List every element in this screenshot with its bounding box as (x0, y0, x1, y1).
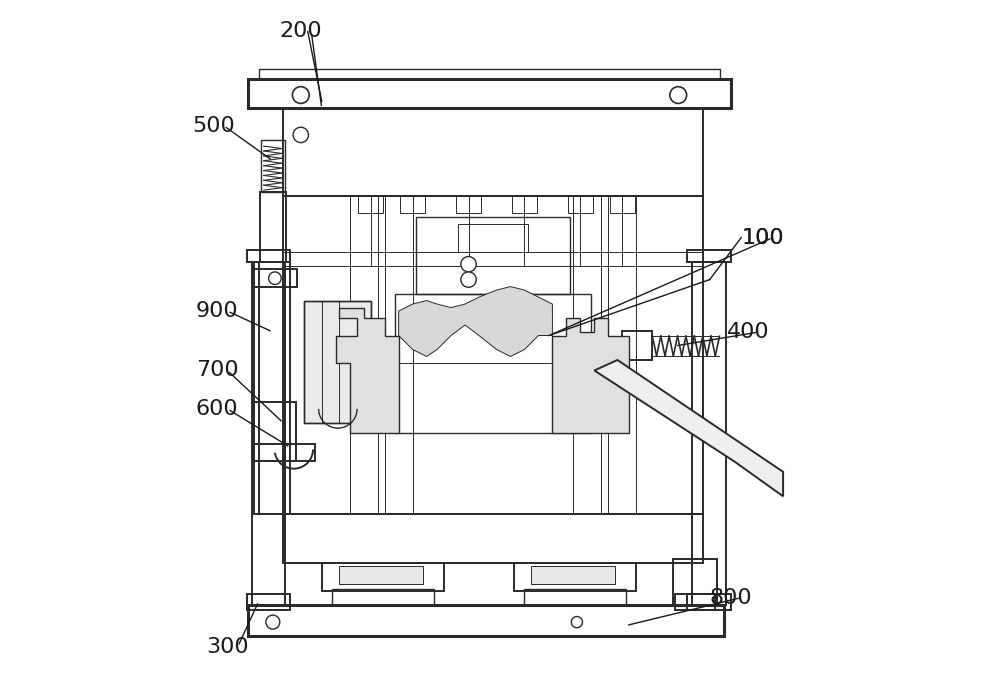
Bar (261, 140, 285, 192)
Bar (687, 250, 731, 262)
Bar (568, 196, 593, 213)
Bar (247, 594, 290, 610)
Bar (252, 262, 285, 605)
Circle shape (269, 272, 281, 284)
Bar (304, 301, 371, 423)
Bar (322, 563, 444, 591)
Bar (259, 69, 720, 79)
Bar (252, 444, 315, 461)
Circle shape (293, 127, 308, 143)
Polygon shape (594, 360, 783, 496)
Circle shape (461, 257, 476, 272)
Bar (350, 196, 378, 514)
Text: 500: 500 (192, 116, 235, 136)
Bar (673, 559, 717, 605)
Polygon shape (552, 318, 629, 433)
Text: 300: 300 (206, 637, 249, 656)
Bar (248, 79, 731, 108)
Bar (283, 108, 703, 196)
Bar (260, 192, 286, 262)
Bar (573, 196, 601, 514)
Bar (395, 294, 591, 433)
Bar (283, 514, 703, 563)
Text: 600: 600 (196, 399, 239, 419)
Circle shape (292, 87, 309, 103)
Bar (252, 269, 297, 287)
Bar (254, 262, 290, 514)
Text: 100: 100 (741, 228, 784, 247)
Bar (254, 402, 296, 461)
Text: 900: 900 (196, 301, 239, 321)
Text: 200: 200 (280, 22, 322, 41)
Bar (687, 594, 731, 610)
Bar (259, 262, 285, 514)
Bar (385, 196, 413, 514)
Bar (456, 196, 481, 213)
Bar (610, 196, 635, 213)
Polygon shape (399, 287, 552, 356)
Bar (692, 262, 726, 605)
Bar (416, 217, 570, 294)
Bar (524, 589, 626, 605)
Circle shape (571, 617, 582, 628)
Circle shape (670, 87, 687, 103)
Bar (608, 196, 636, 514)
Bar (622, 331, 652, 360)
Circle shape (461, 272, 476, 287)
Bar (247, 250, 290, 262)
Text: 800: 800 (710, 588, 752, 607)
Bar (248, 605, 724, 636)
Bar (675, 594, 715, 610)
Bar (400, 196, 425, 213)
Bar (458, 224, 528, 252)
Bar (512, 196, 537, 213)
Text: 400: 400 (727, 322, 770, 342)
Bar (531, 566, 615, 584)
Circle shape (266, 615, 280, 629)
Polygon shape (336, 308, 399, 433)
Text: 700: 700 (196, 361, 239, 380)
Bar (339, 566, 423, 584)
Text: 100: 100 (741, 228, 784, 247)
Bar (358, 196, 383, 213)
Bar (332, 589, 434, 605)
Bar (283, 196, 703, 514)
Bar (514, 563, 636, 591)
Bar (304, 301, 371, 423)
